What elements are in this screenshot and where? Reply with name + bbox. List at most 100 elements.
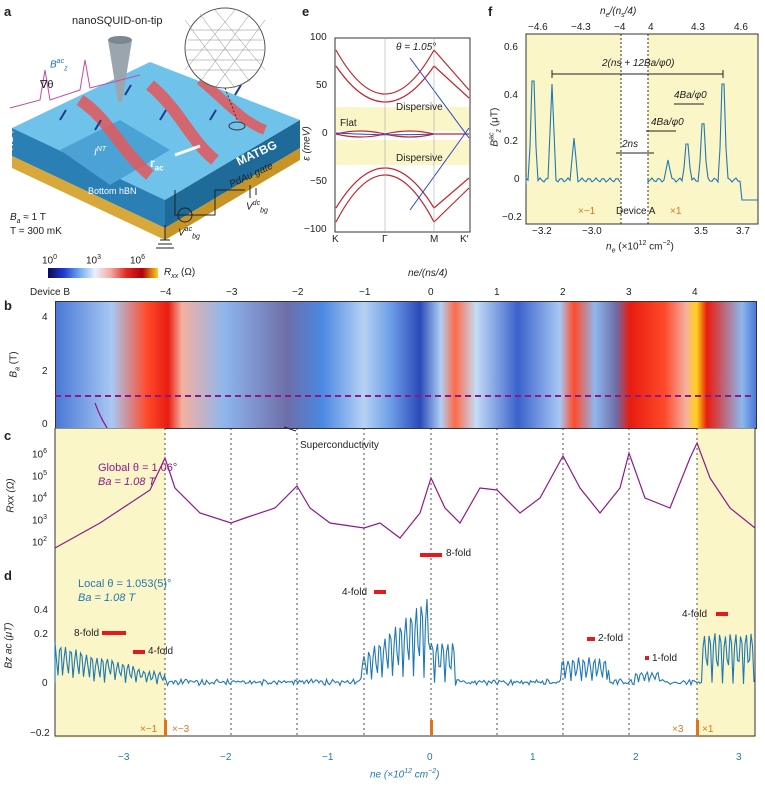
b-ylabel: Ba (T) [9,351,22,377]
ba-label: Ba ≈ 1 T [10,212,46,225]
d-xlabel-sup: 12 [404,768,412,775]
f-mult-right: ×1 [670,206,681,217]
c-ytick-5: 105 [32,470,47,482]
panel-e-label: e [302,4,309,19]
temperature-label: T = 300 mK [10,226,62,237]
f-ylabel-sup: ac [488,133,495,140]
grad-theta-label: ∇θ [40,78,53,91]
d-xlabel-close: ) [436,769,439,780]
d-ytick-02: 0.2 [34,629,48,640]
d-magnetization-trace [55,599,754,686]
vbg-dc-sub: bg [260,207,268,214]
c-ytick-3-sup: 3 [43,514,47,521]
f-ytick-4: −0.2 [502,212,522,223]
f-ylabel-unit: (μT) [490,108,501,129]
colorbar-tick-1-base: 10 [86,255,97,266]
colorbar-tick-0-base: 10 [42,255,53,266]
dispersive-bottom-label: Dispersive [396,153,443,164]
c-global-theta: Global θ = 1.06° [98,462,177,474]
c-ytick-5-base: 10 [32,471,43,482]
e-xtick-m: M [430,234,438,245]
mult-1: ×1 [702,724,713,735]
f-ytick-1: 0.4 [504,90,518,101]
fold-bar-2 [587,637,595,641]
fold-bar-4-mid [374,590,386,594]
d-ytick-0: 0 [42,678,48,689]
c-ytick-6: 106 [32,448,47,460]
e-ytick-m100: −100 [304,224,327,235]
bz-ac-symbol: B [50,59,57,70]
d-xlabel-main: ne (×10 [370,769,404,780]
c-resistance-trace [55,443,755,548]
nanosquid-title: nanoSQUID-on-tip [72,15,163,27]
colorbar-label: Rxx (Ω) [164,267,195,280]
vbg-ac-sup: ac [185,226,192,233]
f-xtick-0: −3.2 [532,226,552,237]
vbg-ac-label: Vacbg [178,226,200,240]
d-xtick-m3: −3 [118,752,129,763]
d-xtick-m2: −2 [220,752,231,763]
d-xtick-0: 0 [427,752,433,763]
f-top-tick-3: 4 [648,22,654,33]
colorbar-label-unit: (Ω) [178,267,195,278]
panel-f-plot: ne/(ns/4) −4.6 −4.3 −4 4 4.3 4.6 0.6 0.4… [486,0,765,255]
colorbar-tick-2-base: 10 [130,255,141,266]
fold-label-2: 2-fold [598,633,623,644]
fold-label-4-right: 4-fold [682,609,707,620]
c-ylabel: Rxx (Ω) [6,478,17,512]
e-xtick-k: K [332,234,339,245]
bz-ac-label: Bacz [50,58,68,72]
panel-e-band-structure: θ = 1.05° Flat Dispersive Dispersive ε (… [300,28,480,248]
fold-bar-1 [645,656,649,660]
b-ylabel-sub: a [15,367,22,371]
e-ytick-m50: −50 [310,176,327,187]
d-xtick-3: 3 [736,752,742,763]
f-xlabel-rest: (×10 [615,241,638,252]
d-xlabel-end: cm [412,769,428,780]
e-ylabel: ε (meV) [302,126,313,160]
e-xtick-kprime: K′ [460,234,469,245]
f-ann-2ns: 2ns [622,139,638,150]
d-xtick-2: 2 [633,752,639,763]
f-ytick-0: 0.6 [504,42,518,53]
f-ytick-2: 0.2 [504,136,518,147]
c-ytick-5-sup: 5 [43,470,47,477]
b-ytick-2: 2 [42,366,48,377]
int-label: INT [94,146,106,158]
f-top-tick-4: 4.3 [691,22,705,33]
c-ytick-4-sup: 4 [43,492,47,499]
fold-label-4-mid: 4-fold [342,587,367,598]
c-ytick-2-sup: 2 [43,536,47,543]
c-ytick-3-base: 10 [32,515,43,526]
fold-bar-4-right [716,612,728,616]
f-xlabel: ne (×1012 cm−2) [606,240,674,254]
f-ytick-3: 0 [514,174,520,185]
b-overlay [0,295,765,435]
vbg-dc-symbol: V [246,201,253,212]
f-ann-4ba-1: 4Ba/φ0 [674,90,707,101]
vbg-ac-symbol: V [178,227,185,238]
c-ytick-6-base: 10 [32,449,43,460]
d-ylabel: Bz ac (μT) [4,622,15,668]
ba-symbol: B [10,212,17,223]
e-ytick-50: 50 [316,80,327,91]
c-ytick-4-base: 10 [32,493,43,504]
colorbar-tick-2: 106 [130,254,145,266]
bz-ac-sub: z [64,65,68,72]
f-ylabel: Bacz (μT) [488,108,502,147]
c-ytick-4: 104 [32,492,47,504]
d-xtick-1: 1 [530,752,536,763]
bz-ac-sup: ac [57,58,64,65]
c-ytick-2: 102 [32,536,47,548]
rac-sub: ac [155,163,164,172]
c-ytick-2-base: 10 [32,537,43,548]
c-ytick-3: 103 [32,514,47,526]
flat-label: Flat [340,118,357,129]
colorbar-tick-0: 100 [42,254,57,266]
e-xtick-gamma: Γ [382,234,388,245]
d-xlabel-sup2: −2 [428,768,436,775]
e-ytick-0: 0 [322,128,328,139]
d-ytick-m02: −0.2 [30,728,50,739]
ba-value: ≈ 1 T [21,212,46,223]
mult-3: ×3 [672,724,683,735]
